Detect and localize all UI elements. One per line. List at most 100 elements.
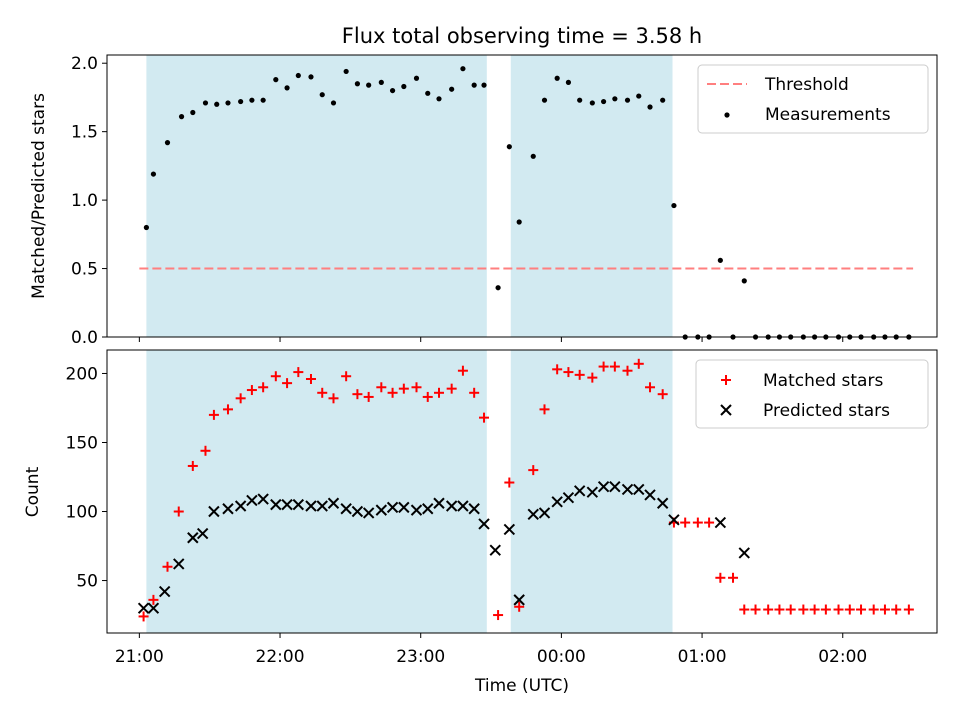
- ratio-panel: 0.00.51.01.52.0 Matched/Predicted stars …: [29, 54, 938, 348]
- measurement-point: [164, 140, 171, 146]
- matched-star-point: [187, 460, 198, 471]
- matched-star-point: [820, 604, 831, 615]
- predicted-star-point: [316, 500, 328, 512]
- top-observing-bands: [146, 55, 673, 337]
- top-legend: Threshold Measurements: [697, 64, 929, 134]
- measurement-point: [449, 86, 455, 92]
- matched-star-point: [422, 391, 433, 402]
- legend-frame: [695, 359, 929, 429]
- matched-star-point: [598, 361, 609, 372]
- measurement-point: [741, 278, 747, 284]
- matched-star-point: [173, 506, 184, 517]
- predicted-star-point: [468, 503, 480, 515]
- predicted-star-point: [222, 503, 234, 515]
- measurement-point: [260, 97, 266, 103]
- matched-star-point: [645, 382, 656, 393]
- matched-star-point: [148, 594, 159, 605]
- measurement-point: [178, 114, 185, 120]
- bottom-x-ticks: 21:00 22:00 23:00 00:00 01:00 02:00: [115, 633, 867, 667]
- matched-star-point: [574, 369, 585, 380]
- matched-star-point: [528, 465, 539, 476]
- matched-star-point: [282, 378, 293, 389]
- predicted-star-point: [562, 492, 575, 504]
- measurement-point: [190, 109, 196, 116]
- matched-star-point: [539, 404, 550, 415]
- matched-star-point: [657, 389, 668, 400]
- measurement-point: [660, 97, 666, 103]
- predicted-star-point: [551, 496, 563, 508]
- predicted-star-point: [351, 505, 364, 518]
- matched-star-point: [138, 611, 149, 622]
- measurement-point: [541, 97, 548, 103]
- bottom-legend: Matched stars Predicted stars: [695, 359, 929, 429]
- bottom-y-tick-label: 50: [76, 572, 98, 592]
- predicted-star-point: [457, 500, 469, 512]
- top-y-tick-label: 1.5: [71, 123, 98, 143]
- predicted-star-point: [410, 504, 423, 516]
- measurement-point: [554, 75, 560, 81]
- matched-star-point: [352, 389, 363, 400]
- bottom-y-tick-label: 200: [66, 364, 98, 384]
- matched-star-point: [222, 404, 233, 415]
- predicted-star-point: [503, 523, 516, 536]
- matched-star-point: [235, 393, 246, 404]
- predicted-star-point: [292, 498, 305, 511]
- matched-legend-label: Matched stars: [763, 371, 883, 391]
- measurement-point: [308, 74, 314, 80]
- predicted-star-point: [257, 493, 269, 505]
- predicted-star-point: [714, 516, 727, 529]
- measurement-point: [273, 77, 279, 83]
- matched-star-point: [162, 561, 173, 572]
- measurement-points: [143, 66, 912, 340]
- x-tick-label: 00:00: [537, 647, 586, 667]
- predicted-star-point: [597, 480, 610, 493]
- measurement-point: [460, 66, 466, 72]
- matched-star-point: [879, 604, 890, 615]
- matched-star-point: [328, 393, 339, 404]
- measurement-point: [295, 72, 301, 79]
- measurement-point: [589, 100, 595, 106]
- top-y-tick-label: 0.5: [71, 260, 98, 280]
- measurement-point: [202, 100, 209, 106]
- matched-star-point: [317, 387, 328, 398]
- top-y-axis-label: Matched/Predicted stars: [29, 93, 49, 299]
- predicted-star-point: [398, 501, 410, 514]
- measurement-point: [624, 97, 631, 103]
- measurement-point: [401, 83, 407, 90]
- predicted-star-point: [208, 505, 220, 518]
- x-axis-label: Time (UTC): [474, 676, 569, 696]
- measurement-point: [436, 96, 442, 102]
- matched-star-point: [504, 477, 515, 488]
- measurement-point: [471, 82, 477, 88]
- matched-star-point: [715, 572, 726, 583]
- top-y-tick-label: 0.0: [71, 328, 98, 348]
- measurement-point: [319, 92, 325, 98]
- legend-frame: [697, 64, 929, 134]
- measurement-point: [506, 144, 512, 150]
- matched-star-point: [434, 387, 444, 398]
- predicted-star-point: [196, 527, 209, 540]
- top-y-tick-label: 1.0: [71, 191, 98, 211]
- predicted-star-point: [158, 585, 171, 598]
- predicted-legend-swatch: [720, 404, 732, 416]
- predicted-star-point: [340, 503, 352, 515]
- matched-star-point: [774, 604, 785, 615]
- matched-star-point: [200, 445, 211, 456]
- predicted-star-point: [513, 594, 525, 606]
- measurement-point: [565, 79, 572, 85]
- matched-star-point: [208, 409, 219, 420]
- matched-star-point: [809, 604, 820, 615]
- matched-star-point: [844, 604, 855, 615]
- measurement-point: [214, 101, 220, 107]
- predicted-star-point: [234, 500, 247, 512]
- top-axes-frame: [106, 54, 938, 338]
- measurement-point: [516, 219, 522, 225]
- measurement-point: [249, 97, 255, 103]
- predicted-star-point: [270, 498, 282, 511]
- matched-legend-swatch: [721, 375, 731, 385]
- measurement-point: [389, 87, 396, 94]
- observing-band: [146, 55, 487, 337]
- predicted-star-point: [327, 497, 340, 509]
- predicted-star-point: [137, 602, 150, 614]
